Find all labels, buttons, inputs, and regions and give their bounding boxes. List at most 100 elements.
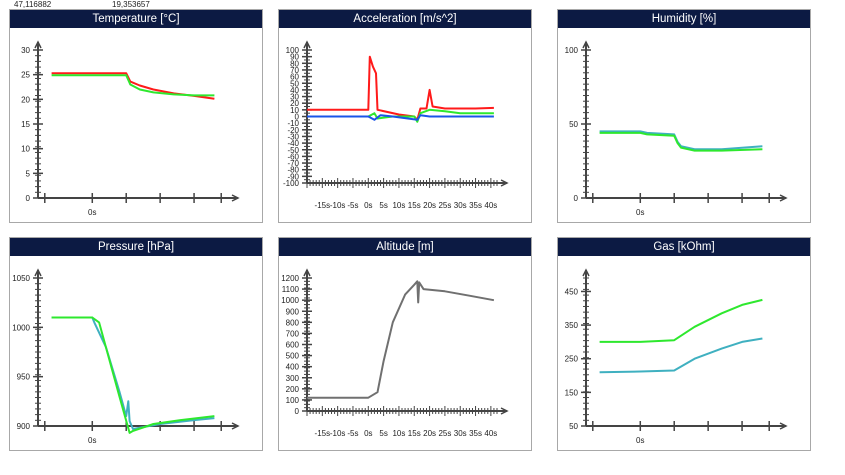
temperature-panel: Temperature [°C] 30 25 20 15 10 5 0 0s (9, 9, 263, 223)
x-tick-label: 40s (484, 201, 497, 210)
y-tick-label: 300 (286, 374, 300, 383)
acceleration-panel: Acceleration [m/s^2] 100 90 80 70 60 50 40 30 20… (278, 9, 532, 223)
y-axis-arrow (303, 40, 311, 49)
series-line-green (599, 298, 763, 343)
y-tick-label: -100 (283, 179, 300, 188)
y-tick-label: 1100 (282, 285, 300, 294)
y-tick-label: 10 (290, 106, 299, 115)
y-tick-label: -50 (287, 146, 299, 155)
y-tick-label: 150 (565, 388, 579, 397)
y-tick-label: 90 (290, 53, 299, 62)
y-tick-label: 900 (286, 307, 300, 316)
x-tick-label: -5s (347, 429, 358, 438)
x-tick-label: 0s (88, 208, 96, 217)
y-tick-label: 0 (295, 407, 300, 416)
gas-title: Gas [kOhm] (558, 238, 810, 256)
x-tick-label: 5s (379, 201, 387, 210)
y-tick-label: 1050 (12, 274, 30, 283)
y-tick-label: -60 (287, 152, 299, 161)
y-tick-label: 20 (21, 95, 30, 104)
y-tick-label: 50 (569, 120, 578, 129)
y-tick-label: 250 (565, 355, 579, 364)
y-tick-label: 30 (21, 46, 30, 55)
y-tick-label: 950 (17, 373, 31, 382)
pressure-chart: 1050 1000 950 900 0s (12, 268, 240, 445)
y-tick-label: 10 (21, 145, 30, 154)
y-tick-label: 200 (286, 385, 300, 394)
y-tick-label: 350 (565, 321, 579, 330)
series-line-red (307, 55, 494, 121)
x-axis-arrow (231, 422, 240, 430)
y-axis-arrow (582, 268, 590, 277)
y-tick-label: 0 (295, 113, 300, 122)
x-tick-label: 30s (454, 429, 467, 438)
y-tick-label: 50 (569, 422, 578, 431)
humidity-panel: Humidity [%] 100 50 0 0s (557, 9, 811, 223)
humidity-title: Humidity [%] (558, 10, 810, 28)
x-tick-label: -5s (347, 201, 358, 210)
x-tick-label: 15s (408, 429, 421, 438)
gps-longitude: 19,353657 (112, 0, 150, 9)
x-tick-label: 0s (88, 436, 96, 445)
y-tick-label: 900 (17, 422, 31, 431)
altitude-panel: Altitude [m] 1200 1100 1000 900 800 700 600 500… (278, 237, 532, 451)
y-tick-label: 0 (574, 194, 579, 203)
y-tick-label: -40 (287, 139, 299, 148)
y-tick-label: 700 (286, 329, 300, 338)
altitude-chart: 1200110010009008007006005004003002001000… (281, 268, 509, 438)
x-tick-label: 0s (364, 429, 372, 438)
y-tick-label: 100 (565, 46, 579, 55)
y-tick-label: 1000 (281, 296, 299, 305)
gas-chart: 450 350 250 150 50 0s (565, 268, 788, 445)
x-tick-label: 0s (636, 436, 644, 445)
x-tick-label: 35s (469, 429, 482, 438)
x-axis-arrow (500, 407, 509, 415)
x-axis-arrow (779, 194, 788, 202)
x-tick-label: -15s (315, 429, 331, 438)
y-tick-label: -20 (287, 126, 299, 135)
x-tick-label: -10s (330, 429, 346, 438)
x-tick-label: 20s (423, 201, 436, 210)
y-axis-arrow (303, 268, 311, 277)
y-axis-arrow (34, 40, 42, 49)
pressure-title: Pressure [hPa] (10, 238, 262, 256)
series-line-blue (307, 114, 494, 121)
y-tick-label: 450 (565, 287, 579, 296)
y-tick-label: 70 (290, 66, 299, 75)
y-tick-label: -10 (287, 119, 299, 128)
x-tick-label: 25s (438, 201, 451, 210)
series-line-gray (307, 280, 495, 399)
x-tick-label: 20s (423, 429, 436, 438)
y-tick-label: 800 (286, 318, 300, 327)
series-line-green (51, 316, 215, 434)
gas-panel: Gas [kOhm] 450 350 250 150 50 0s (557, 237, 811, 451)
altitude-title: Altitude [m] (279, 238, 531, 256)
temperature-title: Temperature [°C] (10, 10, 262, 28)
y-tick-label: 30 (290, 93, 299, 102)
y-tick-label: -80 (287, 166, 299, 175)
humidity-chart: 100 50 0 0s (565, 40, 788, 217)
series-line-green (599, 131, 763, 152)
y-tick-label: -30 (287, 132, 299, 141)
y-axis-arrow (34, 268, 42, 277)
x-tick-label: -15s (315, 201, 331, 210)
x-tick-label: 35s (469, 201, 482, 210)
y-tick-label: 25 (21, 71, 30, 80)
acceleration-title: Acceleration [m/s^2] (279, 10, 531, 28)
series-line-teal (599, 337, 763, 374)
series-line-green (51, 74, 215, 97)
x-tick-label: 0s (636, 208, 644, 217)
x-tick-label: 10s (392, 201, 405, 210)
x-tick-label: -10s (330, 201, 346, 210)
y-tick-label: 15 (21, 120, 30, 129)
y-tick-label: 50 (290, 79, 299, 88)
x-axis-arrow (231, 194, 240, 202)
x-tick-label: 15s (408, 201, 421, 210)
gps-latitude: 47,116882 (14, 0, 52, 9)
x-tick-label: 10s (392, 429, 405, 438)
y-tick-label: 500 (286, 352, 300, 361)
y-tick-label: 5 (26, 169, 31, 178)
series-line-teal (51, 316, 215, 430)
y-tick-label: -70 (287, 159, 299, 168)
y-tick-label: 100 (286, 46, 300, 55)
